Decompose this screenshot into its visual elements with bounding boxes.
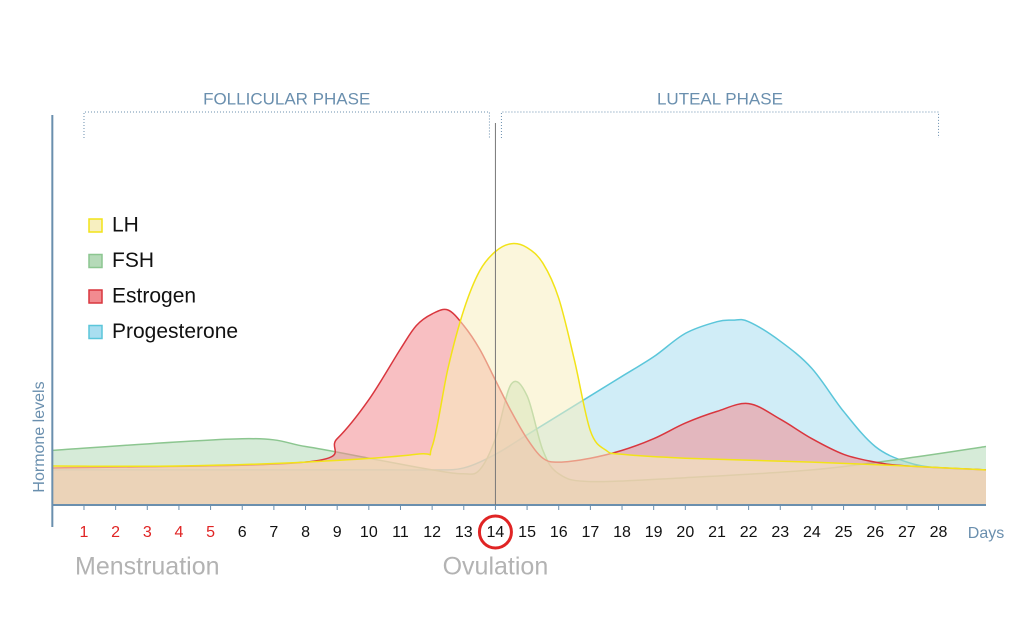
x-tick-label: 5 (206, 524, 215, 541)
x-axis-label: Days (968, 525, 1004, 542)
x-tick-label: 9 (333, 524, 342, 541)
menstruation-label: Menstruation (75, 553, 220, 581)
x-tick-label: 19 (645, 524, 663, 541)
x-tick-label: 3 (143, 524, 152, 541)
x-tick-label: 17 (581, 524, 599, 541)
ovulation-marker (477, 514, 513, 550)
x-tick-label: 10 (360, 524, 378, 541)
x-tick-label: 8 (301, 524, 310, 541)
line (52, 242, 987, 471)
y-axis-label: Hormone levels (31, 381, 48, 492)
x-tick-label: 24 (803, 524, 821, 541)
legend-label: LH (112, 214, 139, 237)
x-tick-label: 21 (708, 524, 726, 541)
x-tick-label: 26 (866, 524, 884, 541)
x-tick-label: 1 (80, 524, 89, 541)
ovulation-label: Ovulation (443, 553, 549, 581)
x-tick-label: 22 (740, 524, 758, 541)
phase-bracket (500, 111, 940, 138)
x-tick-label: 7 (269, 524, 278, 541)
legend-swatch (88, 218, 103, 233)
x-tick-label: 11 (392, 524, 409, 541)
x-tick-label: 14 (487, 524, 505, 541)
phase-bracket (83, 111, 490, 138)
phase-label: FOLLICULAR PHASE (203, 89, 370, 108)
x-tick-label: 23 (771, 524, 789, 541)
legend-label: Estrogen (112, 285, 196, 308)
legend-swatch (88, 324, 103, 340)
x-tick-label: 15 (518, 524, 536, 541)
legend-label: FSH (112, 249, 154, 272)
legend-swatch (88, 253, 103, 269)
x-tick-label: 16 (550, 524, 568, 541)
x-tick-label: 25 (835, 524, 853, 541)
x-tick-label: 18 (613, 524, 631, 541)
phase-label: LUTEAL PHASE (657, 89, 783, 108)
x-tick-label: 27 (898, 524, 916, 541)
x-tick-label: 20 (676, 524, 694, 541)
legend-swatch (88, 289, 103, 304)
x-tick-label: 13 (455, 524, 473, 541)
x-tick-label: 4 (174, 524, 183, 541)
x-tick-label: 28 (930, 524, 948, 541)
area (52, 309, 986, 505)
legend-label: Progesterone (112, 320, 238, 343)
x-tick-label: 12 (423, 524, 441, 541)
x-tick-label: 2 (111, 524, 120, 541)
x-tick-label: 6 (238, 524, 247, 541)
area (52, 243, 986, 505)
